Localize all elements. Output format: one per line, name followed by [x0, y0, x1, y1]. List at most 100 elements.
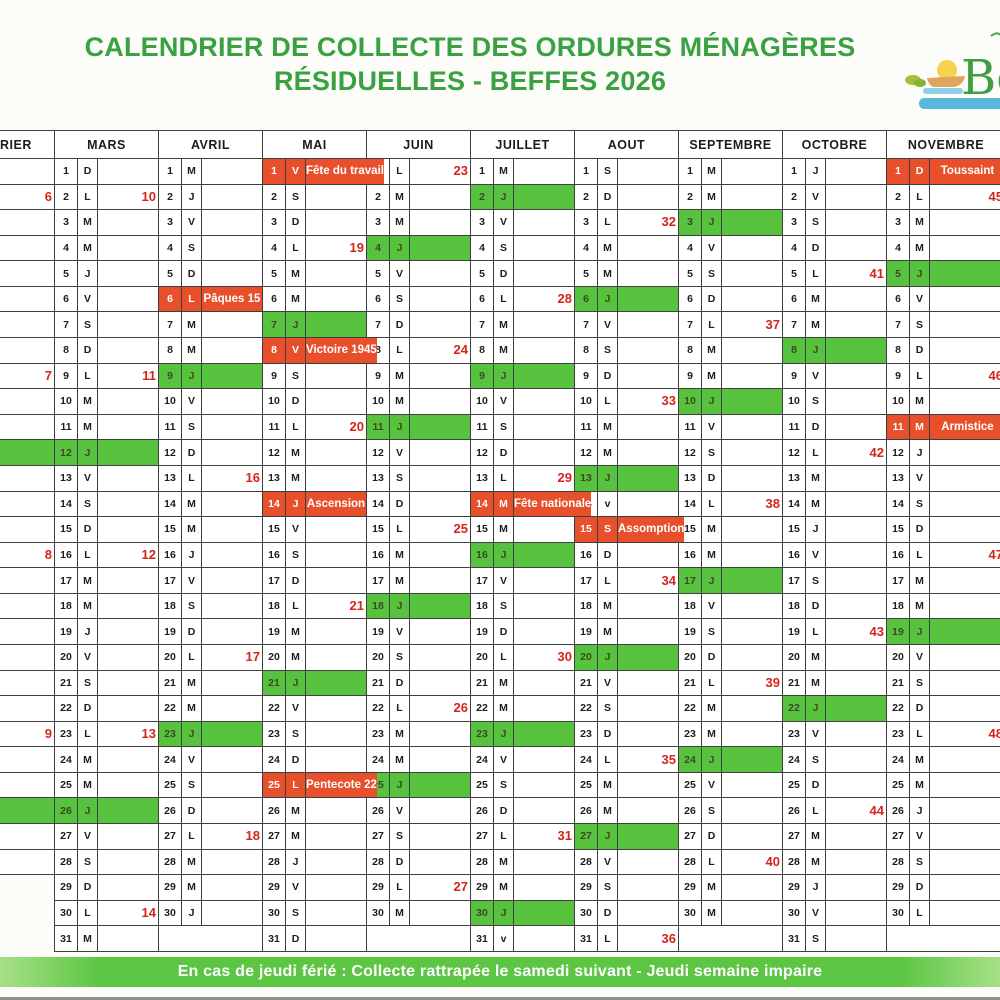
day-label-cell [618, 363, 678, 389]
day-number-cell: 10 [263, 389, 286, 414]
day-letter-cell: M [182, 312, 202, 338]
day-number-cell: 21 [679, 670, 702, 696]
day-number-cell: 10 [367, 389, 390, 414]
day-letter-cell: S [598, 338, 618, 363]
day-label-cell [98, 338, 158, 363]
day-label-cell: 38 [722, 491, 782, 517]
day-letter-cell: L [910, 363, 930, 389]
day-label-cell [930, 338, 1000, 363]
day-number-cell: 29 [367, 875, 390, 900]
day-number-cell: 18 [679, 593, 702, 619]
day-letter-cell: V [182, 568, 202, 593]
day-letter-cell: V [78, 644, 98, 670]
day-row: 16 M [679, 542, 782, 569]
day-row: 26 J [55, 798, 158, 825]
day-row: 28 S [55, 849, 158, 876]
day-row: 2 L 10 [55, 184, 158, 211]
day-label-cell: 17 [202, 644, 262, 670]
day-row: 21 V [575, 670, 678, 697]
day-row [0, 159, 54, 185]
day-letter-cell: J [598, 286, 618, 312]
month-header: OCTOBRE [783, 130, 886, 159]
day-number-cell: 22 [783, 696, 806, 721]
day-label-cell [98, 235, 158, 261]
day-row [0, 312, 54, 339]
day-label-cell: Assomption [618, 517, 685, 542]
day-row: 1 V Fête du travail [263, 159, 384, 185]
day-number-cell: 13 [575, 465, 598, 491]
day-number-cell: 13 [471, 465, 494, 491]
day-number-cell: 4 [887, 235, 910, 261]
day-label-cell [0, 593, 54, 619]
day-label-cell [514, 670, 574, 696]
day-letter-cell: L [78, 363, 98, 389]
day-letter-cell: J [910, 798, 930, 824]
day-number-cell: 17 [367, 568, 390, 593]
day-label-cell [202, 798, 262, 824]
day-label-cell: 40 [722, 849, 782, 875]
day-row: 23 M [679, 721, 782, 748]
day-label-cell [618, 670, 678, 696]
day-row [0, 568, 54, 594]
day-label-cell [618, 875, 678, 900]
day-label-cell [98, 593, 158, 619]
day-number-cell: 6 [367, 286, 390, 312]
day-letter-cell: V [910, 286, 930, 312]
day-label-cell [826, 389, 886, 414]
day-label-cell [826, 210, 886, 235]
day-number-cell: 25 [471, 772, 494, 798]
day-row: 18 M [575, 593, 678, 620]
day-label-cell [202, 235, 262, 261]
day-letter-cell: M [182, 517, 202, 542]
day-row: 20 L 30 [471, 644, 574, 671]
day-label-cell [618, 184, 678, 210]
day-number-cell: 24 [367, 747, 390, 772]
day-letter-cell: V [806, 542, 826, 568]
day-label-cell [202, 772, 262, 798]
day-label-cell: 24 [410, 338, 470, 363]
day-number-cell: 23 [55, 721, 78, 747]
day-row: 21 M [159, 670, 262, 697]
day-letter-cell: D [494, 619, 514, 644]
day-number-cell: 30 [887, 900, 910, 926]
day-letter-cell: D [390, 849, 410, 875]
day-label-cell [618, 772, 678, 798]
day-row: 19 D [471, 619, 574, 645]
day-label-cell: 20 [306, 414, 366, 440]
day-label-cell [410, 747, 470, 772]
day-number-cell: 3 [887, 210, 910, 235]
week-number: 16 [245, 470, 260, 486]
day-row: 13 J [575, 465, 678, 492]
day-letter-cell: D [598, 184, 618, 210]
day-row: 21 S [887, 670, 1000, 697]
day-row: 19 L 43 [783, 619, 886, 645]
day-number-cell: 30 [263, 900, 286, 926]
day-letter-cell: S [390, 465, 410, 491]
day-label-cell [722, 696, 782, 721]
day-letter-cell: D [390, 670, 410, 696]
day-number-cell: 26 [55, 798, 78, 824]
day-row: 29 D [55, 875, 158, 901]
week-number: 17 [245, 649, 260, 665]
day-number-cell: 4 [679, 235, 702, 261]
day-row: 10 J [679, 389, 782, 415]
month-column: AOUT1S2D3L324M5M6J7V8S9D10L3311M12M13J14… [575, 130, 685, 952]
day-label-cell [618, 849, 678, 875]
day-label-cell [618, 440, 678, 465]
day-number-cell: 21 [367, 670, 390, 696]
month-column: NOVEMBRE 1 D Toussaint 2 L 45 3 M 4 M 5 J 6 V 7 S 8 D 9 L 46 1… [887, 130, 1000, 952]
day-number-cell: 3 [367, 210, 390, 235]
day-label-cell [306, 312, 366, 338]
day-number-cell: 13 [679, 465, 702, 491]
day-number-cell: 2 [55, 184, 78, 210]
day-letter-cell: S [390, 644, 410, 670]
day-letter-cell: M [702, 696, 722, 721]
day-label-cell [930, 440, 1000, 465]
day-row: 21 L 39 [679, 670, 782, 697]
week-number: 47 [988, 546, 1000, 562]
week-number: 28 [557, 291, 572, 307]
day-row: 10 D [263, 389, 366, 415]
day-number-cell: 10 [575, 389, 598, 414]
day-row: 31 M [55, 926, 158, 952]
day-row [0, 517, 54, 543]
